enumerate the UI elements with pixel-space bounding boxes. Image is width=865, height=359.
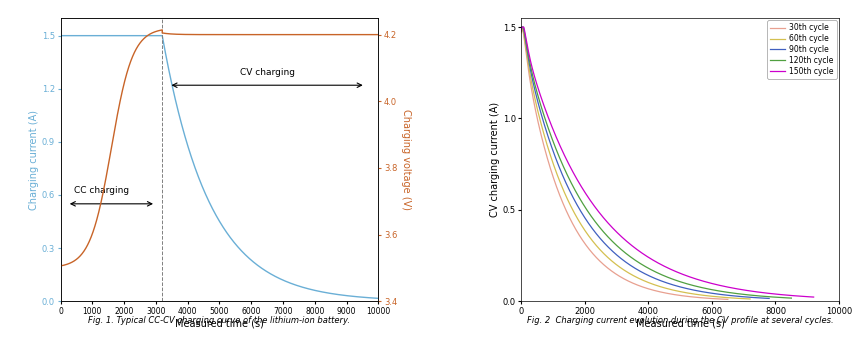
120th cycle (640, 265, 650, 269)
120th cycle (778, 295, 789, 300)
90th cycle (529, 85, 539, 89)
150th cycle (800, 294, 811, 299)
90th cycle (764, 296, 774, 300)
120th cycle (786, 296, 797, 300)
30th cycle (612, 272, 622, 276)
30th cycle (516, 31, 527, 35)
150th cycle (516, 25, 527, 29)
120th cycle (516, 25, 527, 29)
Line: 60th cycle: 60th cycle (522, 29, 750, 299)
Text: CV charging: CV charging (240, 67, 295, 76)
60th cycle (621, 270, 631, 274)
90th cycle (516, 29, 527, 33)
60th cycle (739, 297, 749, 301)
120th cycle (516, 29, 527, 33)
120th cycle (729, 291, 740, 295)
Text: Fig. 2  Charging current evolution during the CV profile at several cycles.: Fig. 2 Charging current evolution during… (527, 316, 834, 325)
60th cycle (516, 31, 527, 35)
Y-axis label: Charging current (A): Charging current (A) (29, 109, 39, 210)
Text: Fig. 1. Typical CC-CV charging curve of the lithium-ion battery.: Fig. 1. Typical CC-CV charging curve of … (88, 316, 350, 325)
150th cycle (650, 260, 661, 264)
Y-axis label: Charging voltage (V): Charging voltage (V) (401, 109, 411, 210)
Line: 90th cycle: 90th cycle (522, 27, 769, 298)
30th cycle (717, 297, 727, 301)
Legend: 30th cycle, 60th cycle, 90th cycle, 120th cycle, 150th cycle: 30th cycle, 60th cycle, 90th cycle, 120t… (767, 20, 836, 79)
30th cycle (722, 297, 733, 302)
Line: 30th cycle: 30th cycle (522, 29, 727, 299)
60th cycle (627, 273, 638, 278)
30th cycle (527, 90, 537, 94)
30th cycle (717, 297, 727, 301)
X-axis label: Measured time (s): Measured time (s) (175, 318, 264, 328)
90th cycle (757, 296, 767, 300)
60th cycle (517, 27, 528, 31)
X-axis label: Measured time (s): Measured time (s) (636, 318, 725, 328)
90th cycle (637, 270, 647, 274)
120th cycle (778, 295, 789, 300)
Line: 150th cycle: 150th cycle (522, 27, 814, 297)
30th cycle (517, 27, 528, 32)
30th cycle (617, 275, 627, 280)
150th cycle (531, 80, 541, 85)
Line: 120th cycle: 120th cycle (522, 27, 791, 298)
60th cycle (528, 88, 538, 92)
90th cycle (631, 266, 641, 271)
120th cycle (530, 84, 541, 88)
30th cycle (679, 294, 689, 298)
150th cycle (809, 295, 819, 299)
90th cycle (757, 296, 767, 300)
60th cycle (745, 297, 755, 301)
60th cycle (696, 293, 707, 297)
120th cycle (648, 269, 658, 273)
90th cycle (516, 25, 527, 29)
Text: CC charging: CC charging (74, 186, 129, 195)
60th cycle (738, 297, 748, 301)
90th cycle (711, 292, 721, 296)
150th cycle (746, 289, 757, 293)
150th cycle (658, 264, 669, 268)
150th cycle (800, 294, 811, 299)
150th cycle (516, 29, 527, 33)
Y-axis label: CV charging current (A): CV charging current (A) (490, 102, 500, 217)
